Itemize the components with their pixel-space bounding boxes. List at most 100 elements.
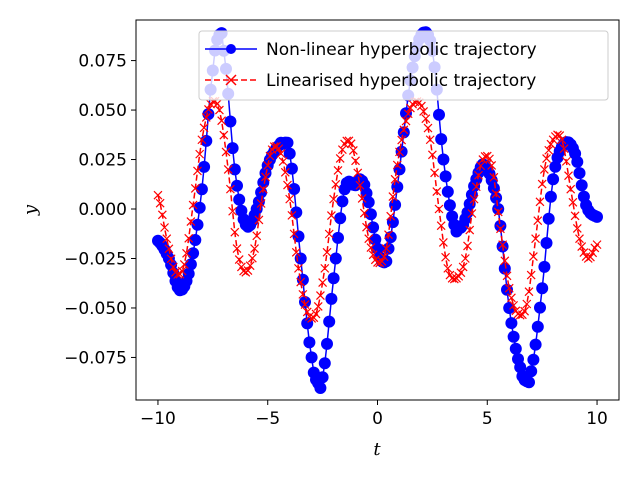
series-1-point <box>504 283 514 293</box>
series-0-point <box>531 320 544 333</box>
series-1-point <box>381 244 391 254</box>
series-0-point <box>316 371 329 384</box>
series-1-point <box>236 262 246 272</box>
series-1-point <box>355 180 365 190</box>
series-1-point <box>223 165 233 174</box>
series-1-point <box>539 165 549 174</box>
series-1-point <box>377 256 387 266</box>
series-1-point <box>487 161 497 170</box>
series-1-point <box>337 145 347 155</box>
series-0-point <box>540 237 553 249</box>
series-0-point <box>323 315 336 328</box>
y-axis: −0.075 −0.050 −0.025 0.000 0.025 0.050 0.075 <box>64 52 136 368</box>
series-0-point <box>314 382 327 394</box>
series-1-point <box>263 161 273 170</box>
series-0-point <box>198 160 211 173</box>
series-0-point <box>397 126 410 139</box>
legend-entry-linearised: Linearised hyperbolic trajectory <box>205 71 536 91</box>
series-1-point <box>469 194 479 204</box>
series-1-point <box>217 116 227 126</box>
series-1-point <box>193 166 202 176</box>
series-1-point <box>245 261 255 271</box>
series-1-point <box>326 211 336 221</box>
legend-label-linearised: Linearised hyperbolic trajectory <box>266 71 536 91</box>
series-1-point <box>506 293 516 303</box>
series-1-point <box>269 142 279 152</box>
series-1-point <box>493 207 503 217</box>
series-1-point <box>491 189 501 199</box>
series-1-point <box>274 144 284 154</box>
series-1-point <box>542 154 551 163</box>
y-tick-label: 0.075 <box>78 52 127 72</box>
series-1-point <box>577 242 587 251</box>
series-0-point <box>575 179 588 192</box>
series-1-point <box>564 171 573 181</box>
series-1-point <box>423 123 433 133</box>
series-1-point <box>572 223 582 233</box>
series-0-point <box>290 206 303 219</box>
series-1-point <box>186 217 196 226</box>
series-1-point <box>568 197 578 207</box>
series-1-point <box>520 306 530 316</box>
series-1-point <box>366 243 376 253</box>
series-0-point <box>382 242 395 255</box>
series-1-point <box>474 170 483 180</box>
series-0-point <box>507 330 520 343</box>
x-tick-label: 5 <box>482 409 493 429</box>
series-1-point <box>592 240 602 250</box>
series-1-point <box>164 244 174 254</box>
series-0-point <box>305 351 318 364</box>
series-1-point <box>489 172 499 182</box>
series-1-point <box>155 198 165 208</box>
series-1-point <box>498 240 508 250</box>
series-0-point <box>437 153 450 166</box>
series-0-point <box>228 163 241 176</box>
series-1-point <box>318 278 328 287</box>
series-1-point <box>555 131 565 140</box>
series-1-point <box>215 105 224 115</box>
series-1-point <box>153 190 163 200</box>
y-tick-label: −0.050 <box>64 299 127 319</box>
series-1-point <box>416 101 426 111</box>
series-1-point <box>204 104 213 114</box>
series-0-point <box>303 336 316 349</box>
x-tick-label: 0 <box>372 409 383 429</box>
series-0-point <box>362 196 375 209</box>
series-1-point <box>364 234 374 244</box>
series-1-point <box>177 266 187 276</box>
series-1-point <box>184 233 194 243</box>
series-1-point <box>438 237 448 247</box>
series-0-point <box>184 258 197 271</box>
series-0-point <box>536 282 549 295</box>
series-0-point <box>367 221 380 234</box>
series-1-point <box>331 179 341 189</box>
series-1-point <box>219 130 229 140</box>
series-1-point <box>232 244 242 254</box>
series-1-point <box>315 291 325 301</box>
series-0-point <box>321 337 333 350</box>
series-0-point <box>231 179 243 192</box>
series-1-point <box>390 174 400 184</box>
series-1-point <box>557 135 567 145</box>
series-1-point <box>313 301 323 311</box>
series-1-point <box>252 231 262 241</box>
series-1-point <box>254 215 264 225</box>
series-1-point <box>294 263 303 273</box>
series-1-point <box>458 262 468 272</box>
series-0-point <box>549 160 562 173</box>
series-1-point <box>471 182 481 192</box>
series-0-point <box>224 115 237 128</box>
series-0-point <box>439 170 452 183</box>
series-1-point <box>480 152 490 161</box>
series-1-point <box>535 197 545 207</box>
legend-entry-nonlinear: Non-linear hyperbolic trajectory <box>205 40 537 60</box>
series-0-point <box>285 162 298 175</box>
series-1-point <box>575 234 584 244</box>
series-1-point <box>388 192 398 201</box>
series-0-point <box>525 365 538 378</box>
series-1-point <box>359 208 369 218</box>
series-1-point <box>395 147 404 157</box>
series-1-point <box>588 248 598 258</box>
series-0-point <box>433 108 445 121</box>
